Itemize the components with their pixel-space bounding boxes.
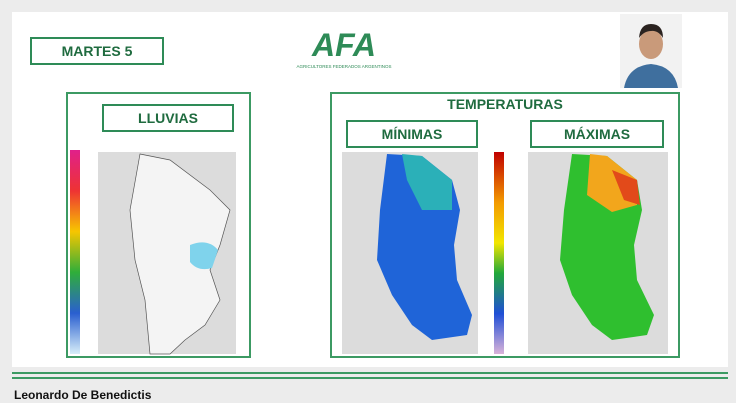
footer-line	[12, 377, 728, 379]
max-title: MÁXIMAS	[530, 120, 664, 148]
logo-text: AFA	[311, 27, 376, 63]
footer-line	[12, 372, 728, 374]
temperature-frame	[330, 92, 680, 358]
presenter-photo	[620, 14, 682, 88]
min-title: MÍNIMAS	[346, 120, 478, 148]
presenter-name: Leonardo De Benedictis	[14, 388, 152, 402]
rain-frame	[66, 92, 251, 358]
rain-map	[70, 150, 236, 355]
temperature-title: TEMPERATURAS	[447, 96, 563, 112]
logo-subtitle: AGRICULTORES FEDERADOS ARGENTINOS	[296, 64, 391, 69]
logo: AFA AGRICULTORES FEDERADOS ARGENTINOS	[296, 27, 391, 69]
rain-title: LLUVIAS	[102, 104, 234, 132]
day-label: MARTES 5	[30, 37, 164, 65]
temperature-maps	[342, 152, 668, 354]
